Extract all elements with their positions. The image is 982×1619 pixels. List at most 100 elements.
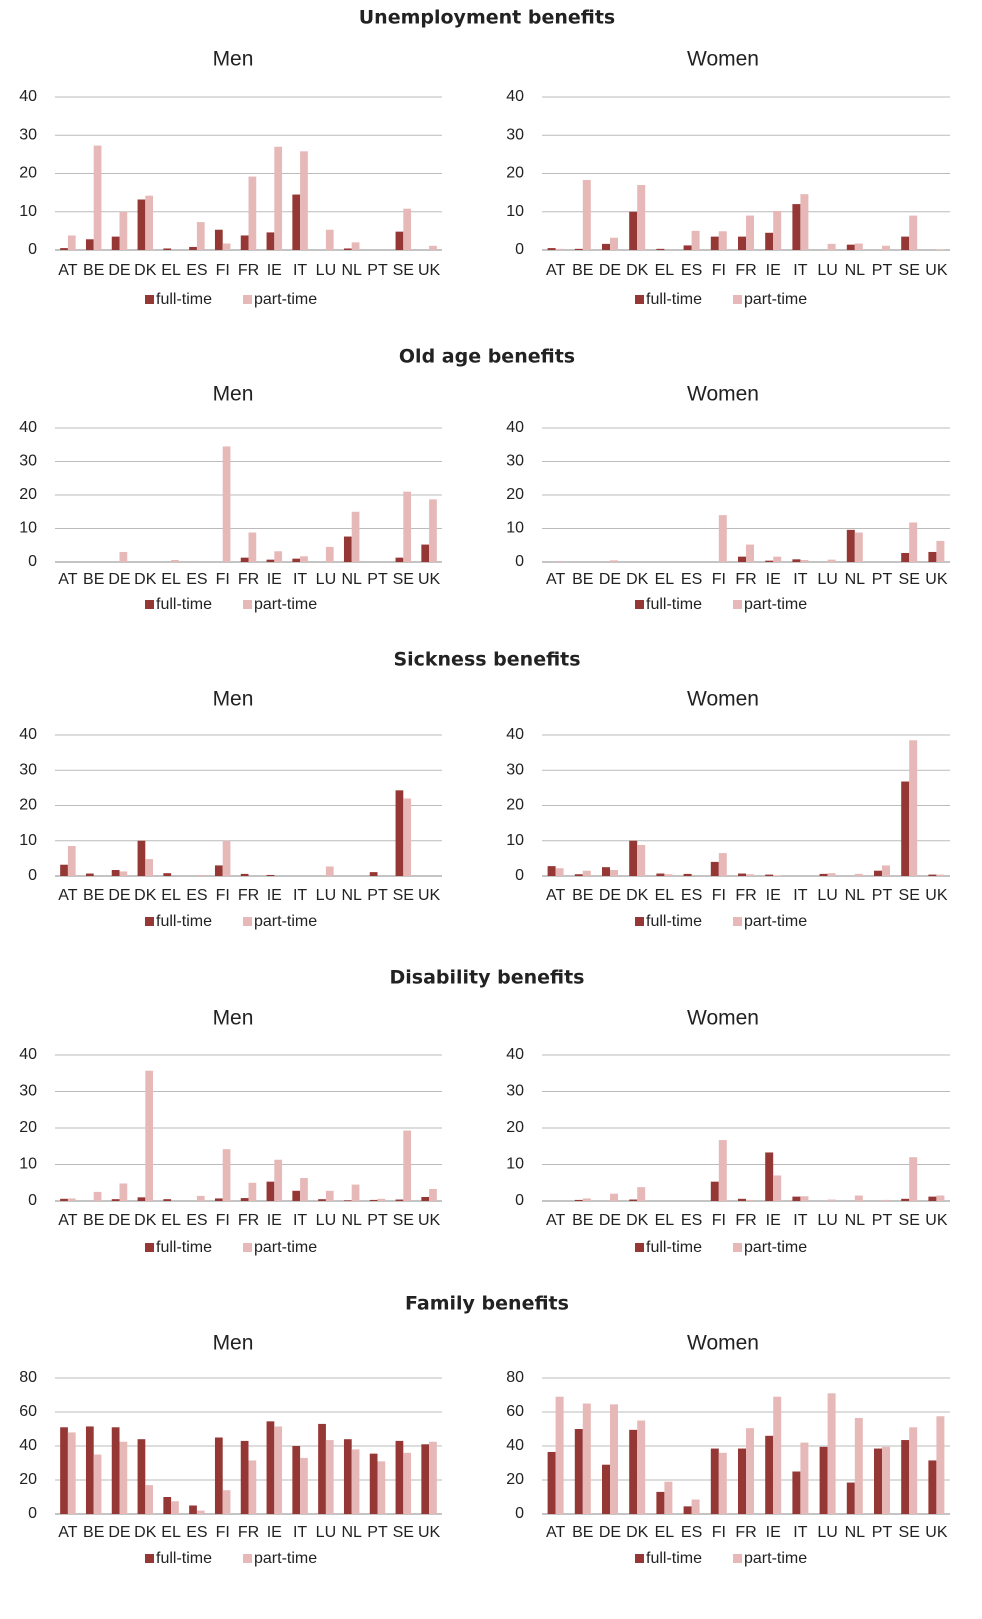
x-tick-label: EL — [161, 262, 181, 279]
bar — [429, 1188, 437, 1201]
x-tick-label: EL — [161, 1524, 181, 1541]
x-tick-label: FI — [216, 1212, 230, 1229]
x-tick-label: EL — [161, 887, 181, 904]
bar — [582, 180, 591, 250]
bar — [145, 1070, 154, 1201]
x-tick-label: NL — [341, 887, 362, 904]
x-tick-label: FI — [712, 571, 726, 588]
bar — [351, 511, 360, 562]
legend-swatch — [635, 1243, 644, 1252]
bar — [60, 864, 68, 876]
x-tick-label: UK — [418, 887, 441, 904]
bar — [610, 560, 618, 562]
x-tick-label: IT — [793, 262, 807, 279]
x-tick-label: AT — [546, 1524, 565, 1541]
x-tick-label: IT — [293, 262, 307, 279]
x-tick-label: FR — [238, 571, 259, 588]
x-tick-label: BE — [572, 571, 593, 588]
x-tick-label: DE — [108, 887, 130, 904]
bar — [85, 1426, 94, 1514]
bar — [882, 1446, 890, 1514]
y-tick-label: 0 — [28, 867, 37, 884]
x-tick-label: EL — [655, 571, 675, 588]
bar — [792, 1196, 801, 1201]
legend-label: part-time — [744, 913, 807, 930]
bar — [196, 1510, 205, 1514]
bar — [827, 1393, 836, 1514]
bar — [765, 1435, 774, 1514]
bar — [248, 1182, 257, 1201]
x-tick-label: AT — [58, 262, 77, 279]
x-tick-label: DK — [626, 1524, 649, 1541]
bar — [854, 1417, 863, 1514]
x-tick-label: IE — [766, 887, 781, 904]
bar — [928, 1196, 937, 1201]
y-tick-label: 30 — [506, 126, 524, 143]
bar — [846, 529, 855, 562]
bar — [882, 1199, 890, 1201]
y-tick-label: 20 — [19, 486, 37, 503]
y-tick-label: 40 — [19, 419, 37, 436]
bar — [300, 1457, 308, 1514]
x-tick-label: UK — [925, 1524, 948, 1541]
y-tick-label: 30 — [19, 761, 37, 778]
legend-swatch — [243, 295, 252, 304]
bar — [827, 1199, 836, 1201]
legend-swatch — [243, 1554, 252, 1563]
bar — [266, 559, 275, 562]
x-tick-label: IT — [293, 571, 307, 588]
y-tick-label: 0 — [515, 1192, 524, 1209]
chart-title: Women — [687, 1332, 759, 1355]
bar — [738, 873, 746, 876]
bar — [800, 1196, 809, 1201]
bar — [901, 236, 910, 250]
legend-swatch — [145, 917, 154, 926]
bar — [214, 1437, 223, 1514]
x-tick-label: BE — [572, 1524, 593, 1541]
bar — [765, 560, 774, 562]
bar — [292, 194, 301, 250]
x-tick-label: DE — [599, 1524, 621, 1541]
y-tick-label: 40 — [19, 1046, 37, 1063]
legend-swatch — [145, 295, 154, 304]
y-tick-label: 0 — [28, 1505, 37, 1522]
section-title: Sickness benefits — [393, 649, 580, 671]
bar — [222, 446, 231, 562]
x-tick-label: SE — [899, 887, 920, 904]
legend-label: part-time — [744, 291, 807, 308]
legend-label: full-time — [156, 1239, 212, 1256]
x-tick-label: IT — [293, 1212, 307, 1229]
bar — [395, 231, 404, 250]
x-tick-label: ES — [186, 571, 207, 588]
bar — [266, 1421, 275, 1514]
bar — [318, 1423, 326, 1514]
x-tick-label: BE — [83, 1212, 104, 1229]
bar — [854, 243, 863, 250]
y-tick-label: 20 — [19, 165, 37, 182]
bar — [629, 1429, 638, 1514]
x-tick-label: FR — [238, 1212, 259, 1229]
bar — [637, 844, 646, 876]
bar — [765, 232, 774, 250]
x-tick-label: UK — [925, 887, 948, 904]
bar — [421, 544, 430, 562]
bar — [351, 1184, 360, 1201]
legend-swatch — [733, 917, 742, 926]
bar — [248, 176, 257, 250]
bar — [928, 874, 937, 876]
x-tick-label: LU — [316, 1524, 336, 1541]
x-tick-label: AT — [546, 887, 565, 904]
y-tick-label: 30 — [19, 126, 37, 143]
bar — [792, 1471, 801, 1514]
x-tick-label: LU — [817, 1212, 837, 1229]
legend-label: part-time — [254, 291, 317, 308]
bar — [629, 211, 638, 250]
bar — [421, 1196, 430, 1201]
bar — [574, 1199, 583, 1201]
legend-swatch — [243, 1243, 252, 1252]
bar — [429, 1441, 437, 1514]
y-tick-label: 30 — [19, 453, 37, 470]
y-tick-label: 20 — [506, 1119, 524, 1136]
legend-label: full-time — [646, 596, 702, 613]
bar — [936, 874, 945, 876]
